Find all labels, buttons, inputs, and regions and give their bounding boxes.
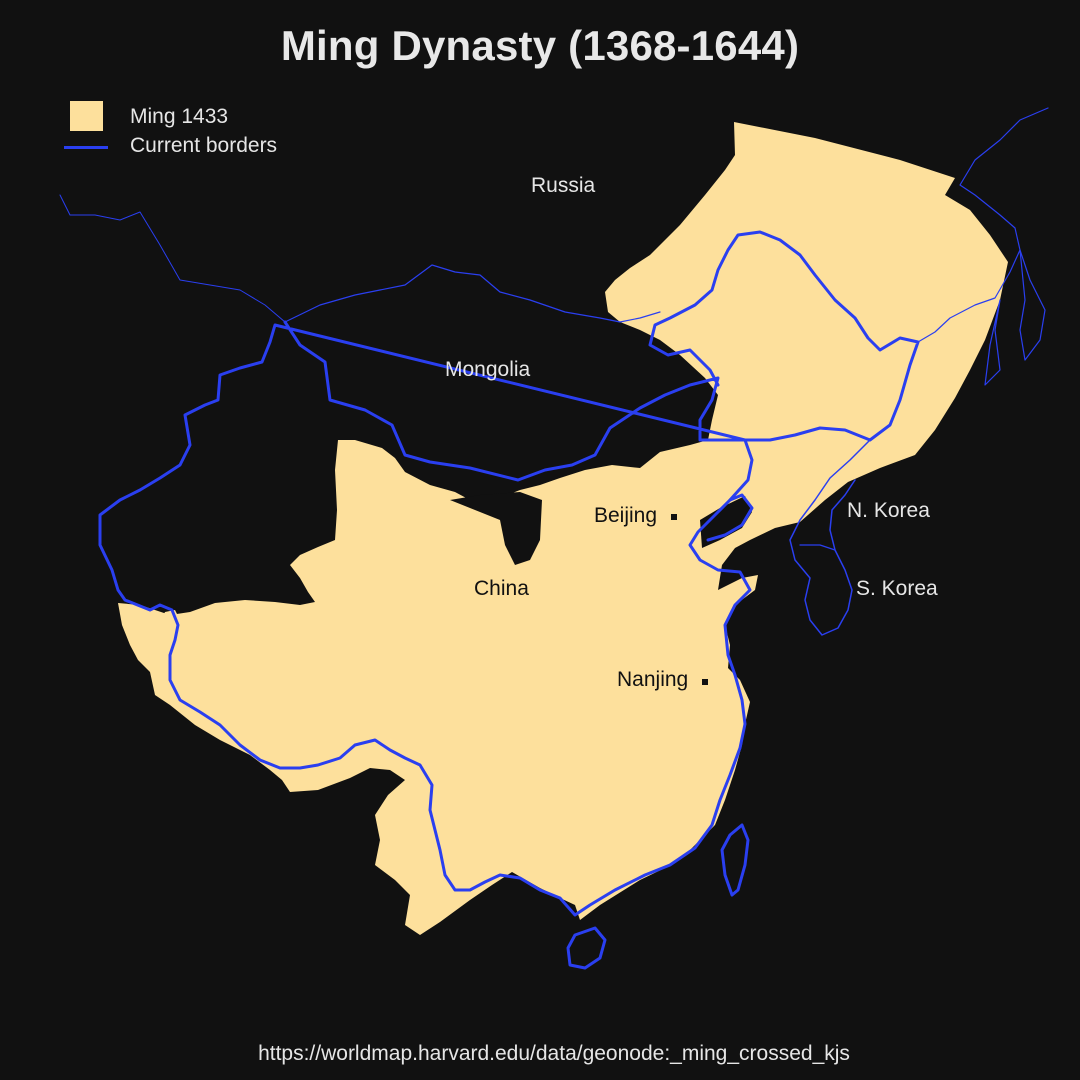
beijing-coast-gap	[700, 496, 752, 548]
mongolia-notch	[450, 492, 542, 565]
label-south-korea: S. Korea	[856, 577, 938, 600]
legend-label-borders: Current borders	[130, 134, 278, 157]
label-north-korea: N. Korea	[847, 499, 930, 522]
legend-label-ming: Ming 1433	[130, 105, 229, 128]
label-china: China	[474, 577, 529, 600]
label-russia: Russia	[531, 174, 596, 197]
beijing-marker	[671, 514, 677, 520]
nanjing-marker	[702, 679, 708, 685]
legend-line-borders	[64, 146, 108, 149]
label-nanjing: Nanjing	[617, 668, 689, 691]
label-beijing: Beijing	[594, 504, 658, 527]
legend-swatch-ming	[70, 101, 103, 131]
current-borders	[59, 107, 1049, 970]
source-url: https://worldmap.harvard.edu/data/geonod…	[258, 1042, 850, 1065]
label-mongolia: Mongolia	[445, 358, 531, 381]
ming-territory	[118, 122, 1008, 935]
map-title: Ming Dynasty (1368-1644)	[280, 22, 800, 69]
